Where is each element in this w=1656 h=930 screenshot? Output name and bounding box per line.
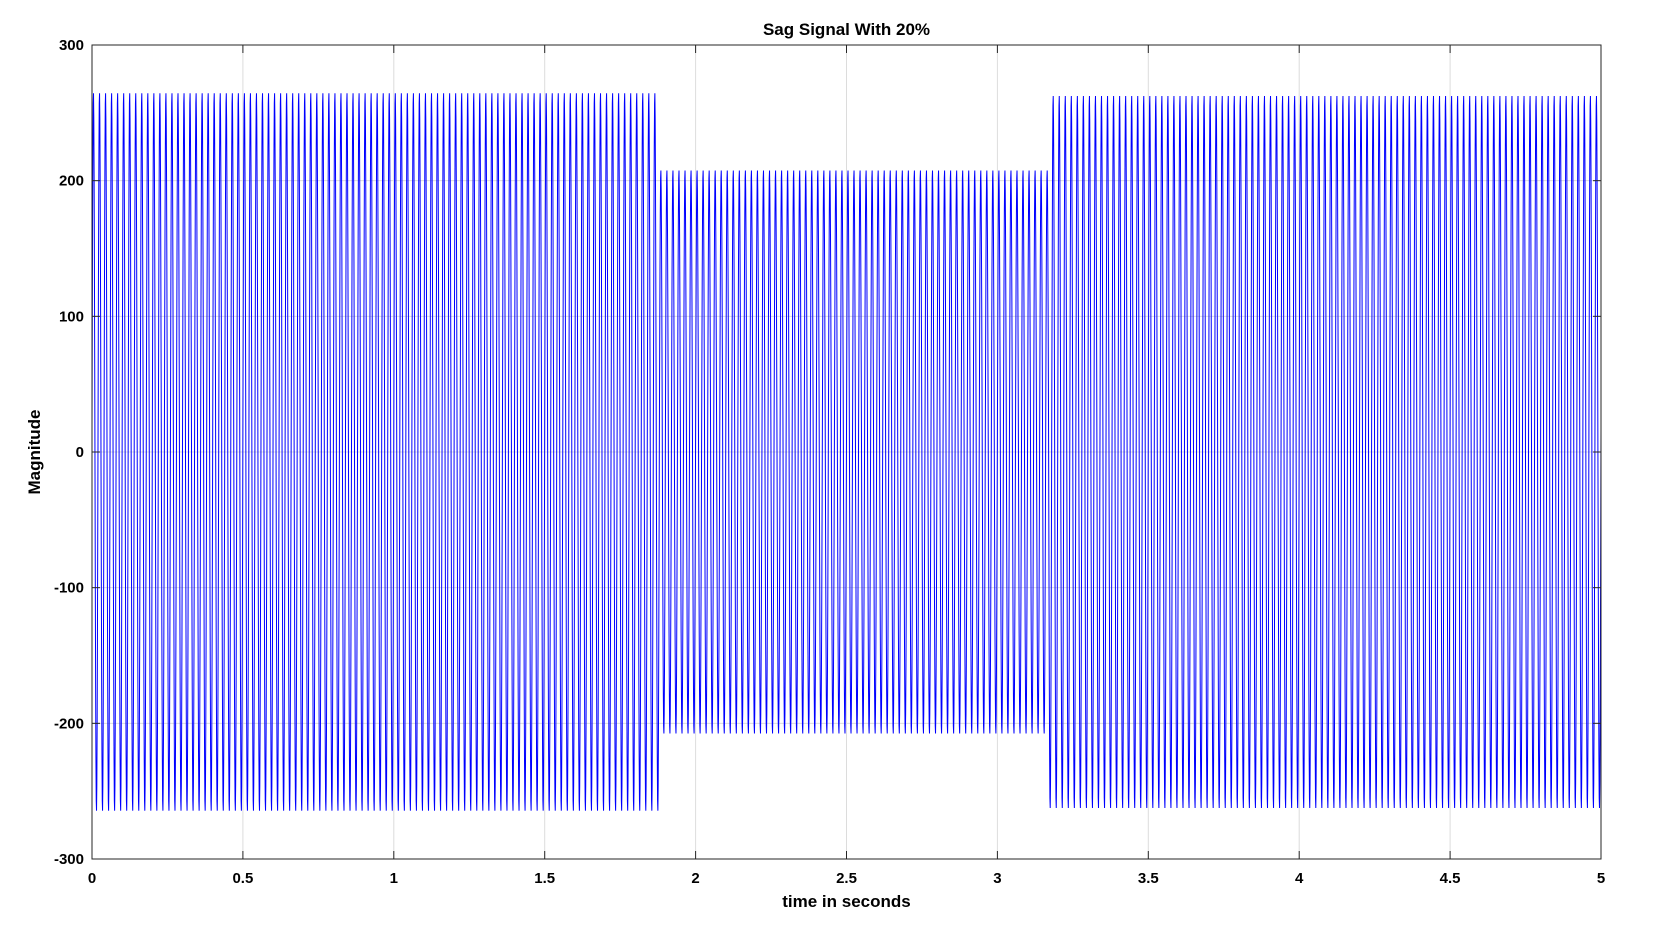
y-tick-label: 100 bbox=[59, 308, 84, 325]
x-tick-label: 0 bbox=[88, 870, 96, 887]
x-tick-label: 1 bbox=[390, 870, 398, 887]
y-tick-label: 300 bbox=[59, 37, 84, 54]
y-tick-label: 0 bbox=[76, 444, 84, 461]
x-axis-label: time in seconds bbox=[782, 892, 910, 911]
y-axis-label: Magnitude bbox=[25, 410, 44, 495]
x-tick-label: 5 bbox=[1597, 870, 1605, 887]
series-line-0 bbox=[91, 93, 1602, 811]
x-axis: 0 0.5 1 1.5 2 2.5 3 3.5 4 4.5 5 bbox=[88, 45, 1605, 887]
chart-title: Sag Signal With 20% bbox=[763, 20, 930, 39]
y-axis: -300 -200 -100 0 100 200 300 bbox=[54, 37, 1601, 868]
x-tick-label: 4 bbox=[1295, 870, 1304, 887]
plot-area bbox=[91, 93, 1602, 811]
x-tick-label: 0.5 bbox=[232, 870, 253, 887]
x-tick-label: 1.5 bbox=[534, 870, 555, 887]
x-tick-label: 2.5 bbox=[836, 870, 857, 887]
x-tick-label: 4.5 bbox=[1440, 870, 1461, 887]
x-tick-label: 3 bbox=[993, 870, 1001, 887]
x-tick-label: 2 bbox=[691, 870, 699, 887]
y-tick-label: 200 bbox=[59, 173, 84, 190]
y-tick-label: -100 bbox=[54, 580, 84, 597]
y-tick-label: -200 bbox=[54, 715, 84, 732]
y-tick-label: -300 bbox=[54, 851, 84, 868]
x-tick-label: 3.5 bbox=[1138, 870, 1159, 887]
